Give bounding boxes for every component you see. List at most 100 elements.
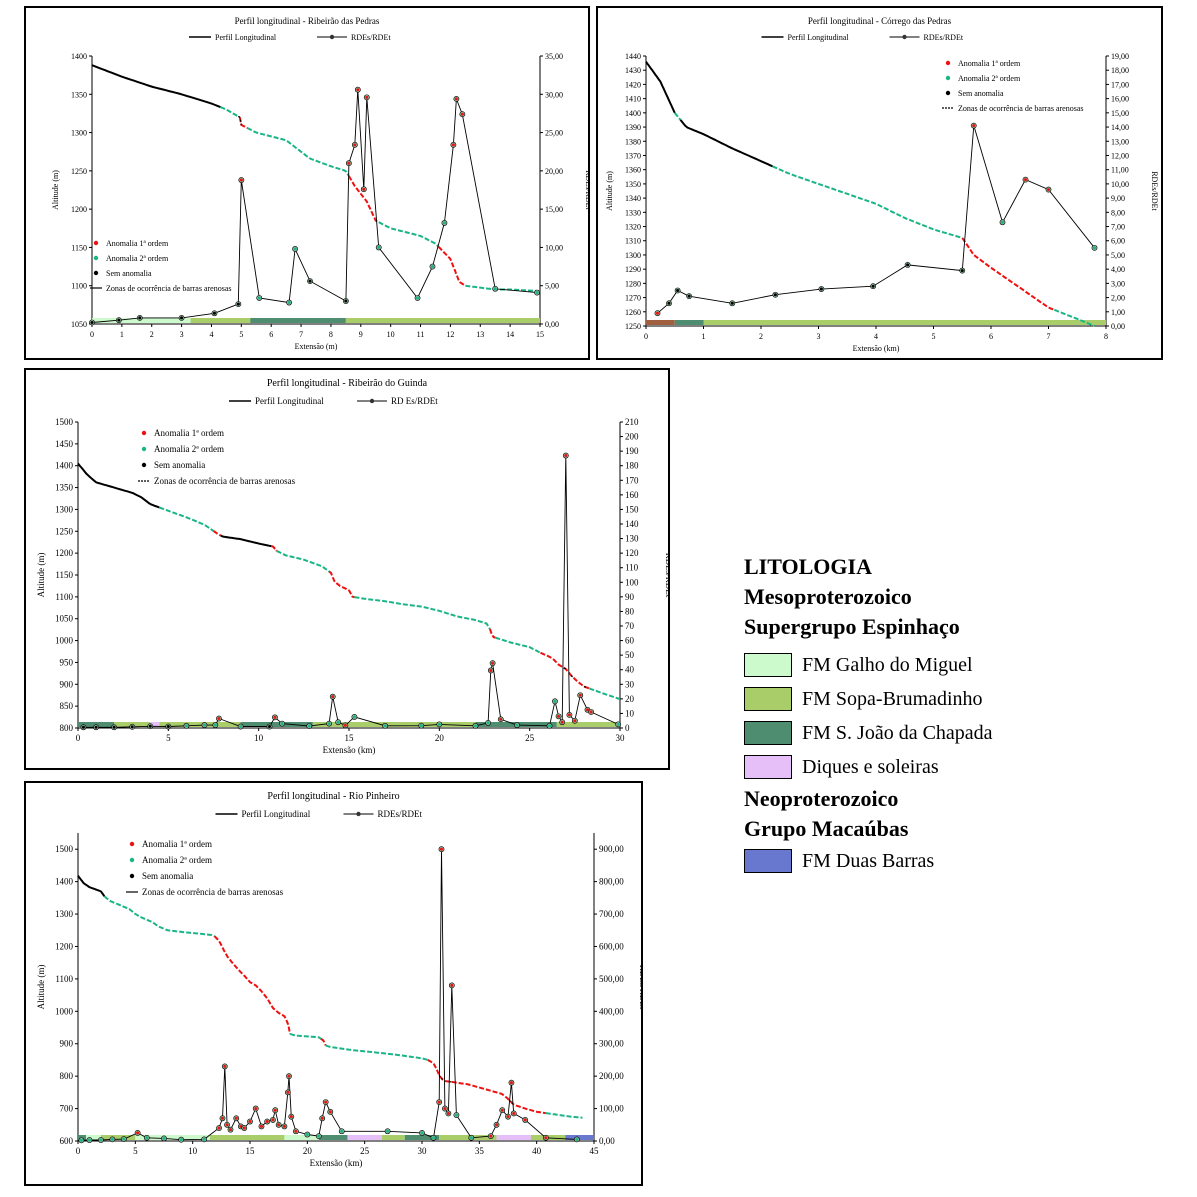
rde-point-class-second [202,1137,206,1141]
rde-point-class-first [353,143,357,147]
y-tick-label: 1250 [55,526,74,536]
y2-tick-label: 900,00 [599,844,624,854]
rde-point-class-first [560,720,564,724]
legend-marker-second [129,857,135,863]
rde-point-class-second [327,722,331,726]
y-tick-label: 1300 [55,909,74,919]
x-tick-label: 10 [387,330,395,339]
lithology-segment [240,722,313,727]
y2-tick-label: 70 [625,621,635,631]
rde-point-class-first [320,1116,324,1120]
rde-point-class-first [589,710,593,714]
legend-rde-label: RDEs/RDEt [351,33,391,42]
rde-point-class-first [343,723,347,727]
x-tick-label: 11 [417,330,425,339]
lithology-segment [381,1135,405,1140]
lithology-segment [404,1135,440,1140]
x-tick-label: 1 [702,332,706,341]
y2-tick-label: 2,00 [1111,294,1125,303]
y-tick-label: 1330 [625,208,641,217]
legend-rde-label: RDEs/RDEt [378,809,423,819]
legend-marker-first [141,430,147,436]
legend-marker-none [141,462,147,468]
rde-point-class-first [324,1100,328,1104]
lithology-legend: LITOLOGIA Mesoproterozoico Supergrupo Es… [744,552,1164,878]
x-tick-label: 10 [254,733,264,743]
rde-point-class-first [287,1074,291,1078]
y2-tick-label: 170 [625,475,639,485]
profile-segment-second [103,895,215,938]
profile-segment-first [489,628,496,639]
rde-point-class-first [454,97,458,101]
lithology-segment [703,320,1106,325]
profile-segment-first [437,246,466,287]
profile-segment-first [238,117,248,129]
x-tick-label: 12 [446,330,454,339]
rde-point-class-first [972,124,976,128]
y2-tick-label: 150 [625,504,639,514]
legend-era-neo: Neoproterozoico [744,786,899,811]
rde-point-class-second [377,245,381,249]
rde-point-class-first [289,1115,293,1119]
rde-point-class-second [416,296,420,300]
y-tick-label: 950 [60,657,74,667]
rde-point-class-first [443,1107,447,1111]
legend-unit-label: FM Duas Barras [802,849,935,872]
profile-segment-none [679,119,773,168]
y2-tick-label: 210 [625,417,639,427]
rde-point-class-second [431,1136,435,1140]
rde-point-class-first [439,847,443,851]
rde-point-class-first [495,1123,499,1127]
rde-point-class-second [340,1129,344,1133]
y2-tick-label: 12,00 [1111,151,1129,160]
rde-point-class-second [575,1137,579,1141]
x-tick-label: 4 [874,332,878,341]
x-tick-label: 20 [435,733,445,743]
y-tick-label: 1000 [55,636,74,646]
x-tick-label: 25 [360,1146,370,1156]
y2-tick-label: 50 [625,650,635,660]
chart-ribeirao-das-pedras: Perfil longitudinal - Ribeirão das Pedra… [24,6,590,360]
rde-point-class-none [112,725,116,729]
y2-tick-label: 60 [625,636,635,646]
legend-marker-first [945,60,951,66]
rde-point-class-second [257,296,261,300]
y-tick-label: 1400 [55,461,74,471]
legend-marker-first [93,240,99,246]
lithology-segment [312,722,476,727]
y2-axis-title: RDEs/RDEt [584,170,588,210]
rde-point-class-first [282,1124,286,1128]
y-tick-label: 700 [60,1104,74,1114]
y-tick-label: 1410 [625,95,641,104]
y-tick-label: 1250 [625,322,641,331]
profile-segment-second [246,127,350,177]
legend-marker-first [129,841,135,847]
x-tick-label: 0 [90,330,94,339]
y2-tick-label: 25,00 [545,129,563,138]
legend-swatch [744,849,792,873]
y-tick-label: 1300 [625,251,641,260]
legend-rde-marker [356,811,361,817]
x-axis-title: Extensão (km) [310,1158,363,1168]
rde-point-class-second [239,725,243,729]
rde-point-class-second [553,699,557,703]
rde-point-class-first [491,661,495,665]
legend-marker-none [129,873,135,879]
y2-tick-label: 16,00 [1111,95,1129,104]
rde-point-class-first [509,1081,513,1085]
x-tick-label: 6 [269,330,273,339]
rde-point-class-first [578,693,582,697]
y2-tick-label: 800,00 [599,877,624,887]
rde-point-class-first [450,983,454,987]
y2-tick-label: 110 [625,563,639,573]
lithology-segment [496,1135,531,1140]
y2-tick-label: 19,00 [1111,52,1129,61]
x-tick-label: 15 [536,330,544,339]
y-axis-title: Altitude (m) [36,553,46,598]
x-tick-label: 15 [345,733,355,743]
rde-point-class-first [254,1107,258,1111]
profile-segment-second [772,165,963,239]
y-tick-label: 1500 [55,844,74,854]
y-tick-label: 600 [60,1136,74,1146]
y2-tick-label: 140 [625,519,639,529]
